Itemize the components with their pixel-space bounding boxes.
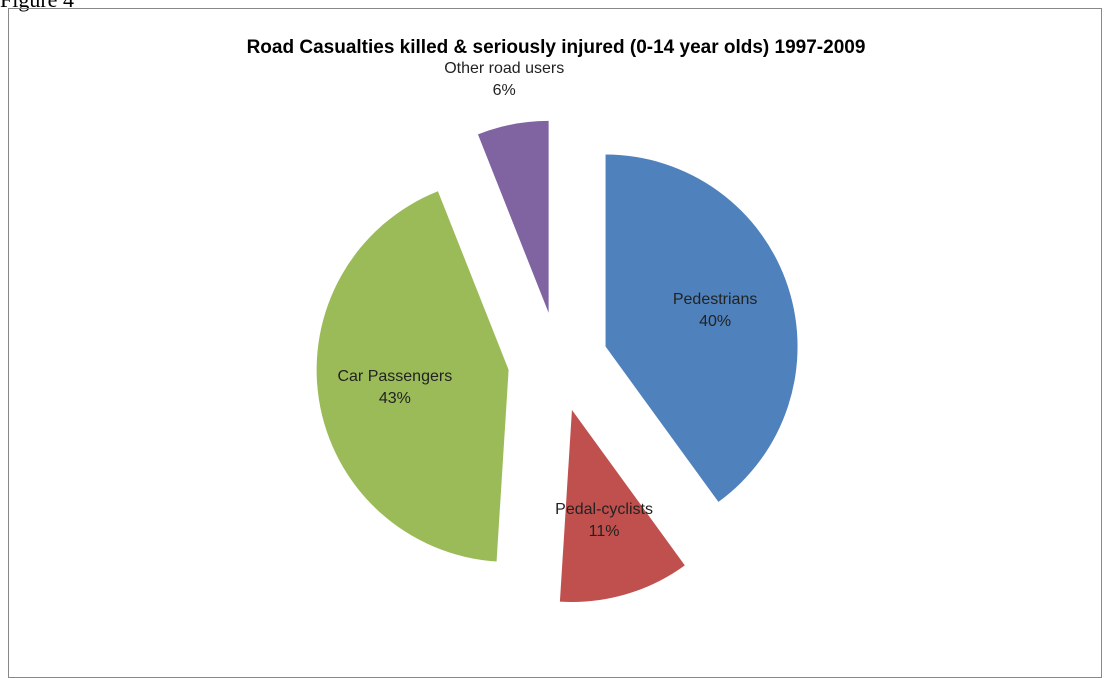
category-label: Car Passengers <box>337 367 453 385</box>
chart-title: Road Casualties killed & seriously injur… <box>247 37 866 58</box>
value-label: 6% <box>492 82 516 100</box>
category-label: Pedal-cyclists <box>555 500 653 518</box>
category-label: Other road users <box>444 60 565 78</box>
figure-caption: Figure 4 <box>0 0 74 13</box>
slice-label: Car Passengers 43% <box>337 366 452 410</box>
pie-slice <box>316 191 509 562</box>
pie-slice <box>477 120 549 313</box>
pie-slice <box>559 410 685 603</box>
value-label: 40% <box>699 312 732 330</box>
pie-slice <box>605 154 798 502</box>
slice-label: Pedal-cyclists 11% <box>555 499 653 543</box>
slice-label: Other road users 6% <box>444 58 564 102</box>
slice-label: Pedestrians 40% <box>673 289 758 333</box>
value-label: 11% <box>588 522 620 540</box>
value-label: 43% <box>378 389 411 407</box>
category-label: Pedestrians <box>672 290 758 308</box>
